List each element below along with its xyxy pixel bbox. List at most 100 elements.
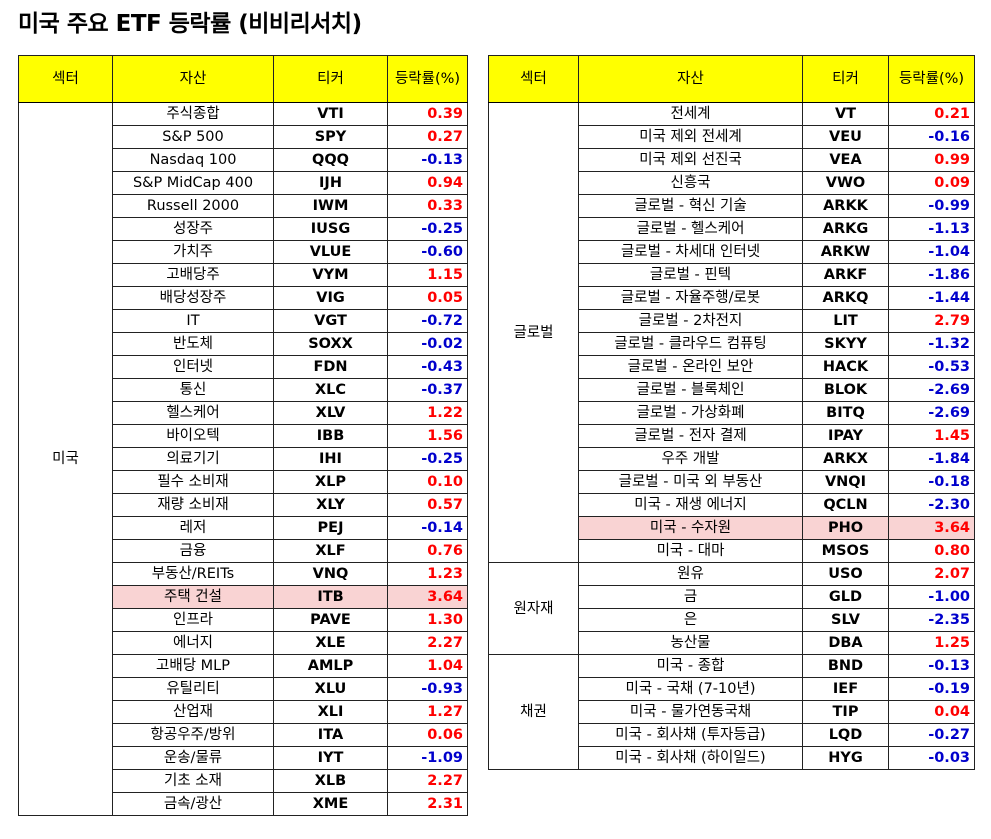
asset-cell: 항공우주/방위 [112, 723, 274, 747]
change-cell: 0.06 [387, 723, 468, 747]
table-row: 가치주 VLUE -0.60 [19, 240, 468, 264]
asset-cell: 에너지 [112, 631, 274, 655]
asset-cell: S&P MidCap 400 [112, 171, 274, 195]
ticker-cell: BITQ [802, 401, 889, 425]
asset-cell: 글로벌 - 차세대 인터넷 [578, 240, 803, 264]
asset-cell: 금 [578, 585, 803, 609]
table-header-row: 섹터 자산 티커 등락률(%) [18, 55, 468, 103]
ticker-cell: XLP [273, 470, 388, 494]
table-row: 미국 - 회사채 (투자등급) LQD -0.27 [489, 723, 975, 747]
asset-cell: 미국 제외 전세계 [578, 125, 803, 149]
ticker-cell: SLV [802, 608, 889, 632]
column-header-asset[interactable]: 자산 [112, 55, 274, 103]
asset-cell: 재량 소비재 [112, 493, 274, 517]
asset-cell: 미국 - 회사채 (하이일드) [578, 746, 803, 770]
asset-cell: 인프라 [112, 608, 274, 632]
asset-cell: 기초 소재 [112, 769, 274, 793]
asset-cell: 성장주 [112, 217, 274, 241]
change-cell: 0.39 [387, 102, 468, 126]
column-header-change[interactable]: 등락률(%) [888, 55, 975, 103]
table-row: 미국 제외 전세계 VEU -0.16 [489, 125, 975, 149]
asset-cell: 바이오텍 [112, 424, 274, 448]
asset-cell: 글로벌 - 전자 결제 [578, 424, 803, 448]
ticker-cell: XLU [273, 677, 388, 701]
asset-cell: 산업재 [112, 700, 274, 724]
table-row: 고배당주 VYM 1.15 [19, 263, 468, 287]
ticker-cell: IPAY [802, 424, 889, 448]
change-cell: -0.99 [888, 194, 975, 218]
table-row: 글로벌 - 2차전지 LIT 2.79 [489, 309, 975, 333]
table-row: 미국 주식종합 VTI 0.39 [18, 102, 468, 816]
asset-cell: 미국 - 물가연동국채 [578, 700, 803, 724]
column-header-ticker[interactable]: 티커 [273, 55, 388, 103]
asset-cell: 부동산/REITs [112, 562, 274, 586]
change-cell: 0.27 [387, 125, 468, 149]
ticker-cell: IBB [273, 424, 388, 448]
column-header-sector[interactable]: 섹터 [488, 55, 579, 103]
change-cell: 1.30 [387, 608, 468, 632]
ticker-cell: ITA [273, 723, 388, 747]
table-header-row: 섹터 자산 티커 등락률(%) [488, 55, 975, 103]
change-cell: -0.13 [387, 148, 468, 172]
column-header-sector[interactable]: 섹터 [18, 55, 113, 103]
asset-cell: 미국 - 수자원 [578, 516, 803, 540]
table-row: 미국 - 대마 MSOS 0.80 [489, 539, 975, 563]
asset-cell: 글로벌 - 온라인 보안 [578, 355, 803, 379]
ticker-cell: VEA [802, 148, 889, 172]
change-cell: -0.03 [888, 746, 975, 770]
ticker-cell: PHO [802, 516, 889, 540]
asset-cell: 글로벌 - 가상화폐 [578, 401, 803, 425]
table-row: 유틸리티 XLU -0.93 [19, 677, 468, 701]
asset-cell: 글로벌 - 미국 외 부동산 [578, 470, 803, 494]
change-cell: -0.60 [387, 240, 468, 264]
ticker-cell: AMLP [273, 654, 388, 678]
ticker-cell: VTI [273, 102, 388, 126]
asset-cell: 필수 소비재 [112, 470, 274, 494]
ticker-cell: BND [802, 654, 889, 678]
sector-cell: 미국 [18, 102, 113, 816]
table-row: 배당성장주 VIG 0.05 [19, 286, 468, 310]
table-row: IT VGT -0.72 [19, 309, 468, 333]
change-cell: 0.99 [888, 148, 975, 172]
table-row: 미국 - 회사채 (하이일드) HYG -0.03 [489, 746, 975, 770]
ticker-cell: VIG [273, 286, 388, 310]
ticker-cell: ARKG [802, 217, 889, 241]
ticker-cell: TIP [802, 700, 889, 724]
ticker-cell: ARKK [802, 194, 889, 218]
ticker-cell: IJH [273, 171, 388, 195]
table-row: 글로벌 - 클라우드 컴퓨팅 SKYY -1.32 [489, 332, 975, 356]
ticker-cell: XLC [273, 378, 388, 402]
asset-cell: 글로벌 - 클라우드 컴퓨팅 [578, 332, 803, 356]
table-row: 글로벌 - 자율주행/로봇 ARKQ -1.44 [489, 286, 975, 310]
change-cell: -1.04 [888, 240, 975, 264]
us-etf-table: 섹터 자산 티커 등락률(%) 미국 주식종합 VTI 0.39 S&P 500 SPY 0… [18, 55, 468, 816]
asset-cell: 인터넷 [112, 355, 274, 379]
table-row: 반도체 SOXX -0.02 [19, 332, 468, 356]
column-header-asset[interactable]: 자산 [578, 55, 803, 103]
ticker-cell: VEU [802, 125, 889, 149]
change-cell: -0.19 [888, 677, 975, 701]
sector-cell: 채권 [488, 654, 579, 770]
column-header-ticker[interactable]: 티커 [802, 55, 889, 103]
change-cell: -1.32 [888, 332, 975, 356]
table-row: S&P 500 SPY 0.27 [19, 125, 468, 149]
change-cell: -0.72 [387, 309, 468, 333]
ticker-cell: VYM [273, 263, 388, 287]
asset-cell: 금속/광산 [112, 792, 274, 816]
asset-cell: 의료기기 [112, 447, 274, 471]
ticker-cell: QQQ [273, 148, 388, 172]
table-row: 글로벌 전세계 VT 0.21 [488, 102, 975, 563]
ticker-cell: LIT [802, 309, 889, 333]
ticker-cell: VWO [802, 171, 889, 195]
ticker-cell: HYG [802, 746, 889, 770]
table-row: 채권 미국 - 종합 BND -0.13 [488, 654, 975, 770]
change-cell: -0.27 [888, 723, 975, 747]
asset-cell: 미국 - 대마 [578, 539, 803, 563]
column-header-change[interactable]: 등락률(%) [387, 55, 468, 103]
asset-cell: IT [112, 309, 274, 333]
table-row: S&P MidCap 400 IJH 0.94 [19, 171, 468, 195]
change-cell: 1.04 [387, 654, 468, 678]
ticker-cell: DBA [802, 631, 889, 655]
asset-cell: 유틸리티 [112, 677, 274, 701]
change-cell: -2.35 [888, 608, 975, 632]
